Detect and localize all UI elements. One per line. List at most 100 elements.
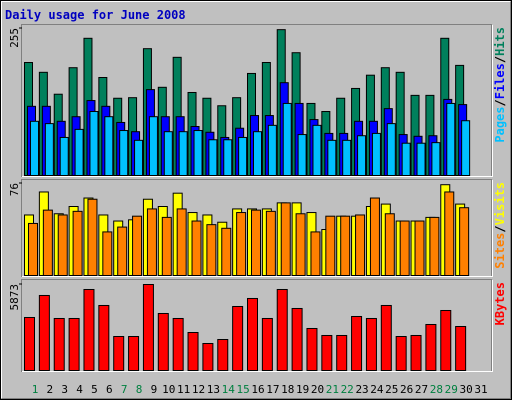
x-tick-label: 20 bbox=[311, 383, 324, 396]
bar bbox=[384, 213, 395, 276]
x-tick-label: 27 bbox=[415, 383, 428, 396]
bar bbox=[30, 120, 39, 177]
bar bbox=[57, 214, 68, 276]
bar bbox=[128, 335, 140, 371]
y-tick-label: 76 bbox=[8, 183, 21, 196]
bar bbox=[380, 304, 392, 371]
bar bbox=[87, 198, 98, 277]
legend: Sites/Visits bbox=[493, 182, 507, 269]
bar bbox=[202, 342, 214, 371]
legend-separator: / bbox=[493, 99, 507, 106]
x-tick-label: 28 bbox=[430, 383, 443, 396]
chart-title: Daily usage for June 2008 bbox=[5, 8, 186, 22]
bar bbox=[291, 307, 303, 371]
bar bbox=[265, 210, 276, 276]
bar bbox=[83, 288, 95, 371]
x-tick-label: 21 bbox=[326, 383, 339, 396]
bar bbox=[351, 315, 363, 372]
bar bbox=[206, 224, 217, 277]
bar bbox=[325, 215, 336, 276]
legend-entry: Visits bbox=[493, 182, 507, 225]
bar bbox=[89, 111, 99, 176]
bar bbox=[429, 216, 440, 276]
x-tick-label: 26 bbox=[400, 383, 413, 396]
bar bbox=[223, 139, 233, 176]
bar bbox=[431, 142, 441, 176]
bar bbox=[399, 220, 410, 277]
x-tick-label: 14 bbox=[222, 383, 236, 396]
bar bbox=[236, 212, 247, 276]
panel-bevel bbox=[22, 25, 493, 177]
bar bbox=[178, 131, 188, 176]
bar bbox=[310, 231, 321, 276]
x-tick-label: 19 bbox=[296, 383, 309, 396]
bar bbox=[187, 332, 199, 371]
bar bbox=[365, 317, 377, 371]
legend-entry: Hits bbox=[493, 27, 507, 56]
bar bbox=[414, 220, 425, 277]
bar bbox=[142, 284, 154, 371]
bar bbox=[410, 334, 422, 372]
x-tick-label: 2 bbox=[47, 383, 54, 396]
legend-entry: Files bbox=[493, 63, 507, 99]
bar bbox=[132, 215, 143, 276]
bar bbox=[72, 210, 83, 276]
bar bbox=[163, 131, 173, 176]
bar bbox=[24, 316, 35, 371]
x-tick-label: 9 bbox=[151, 383, 158, 396]
bar bbox=[247, 297, 258, 372]
bar bbox=[146, 208, 157, 276]
bar bbox=[369, 197, 380, 277]
x-tick-label: 13 bbox=[207, 383, 220, 396]
bar bbox=[148, 116, 158, 176]
x-tick-label: 4 bbox=[76, 383, 83, 396]
legend-entry: Pages bbox=[493, 107, 507, 143]
x-tick-label: 24 bbox=[370, 383, 384, 396]
bar bbox=[119, 130, 129, 176]
bar bbox=[68, 317, 80, 371]
x-tick-label: 15 bbox=[237, 383, 250, 396]
legend-entry: Sites bbox=[493, 233, 507, 269]
x-tick-label: 29 bbox=[445, 383, 458, 396]
x-tick-label: 25 bbox=[385, 383, 398, 396]
x-tick-label: 1 bbox=[32, 383, 39, 396]
x-tick-label: 17 bbox=[266, 383, 279, 396]
bar bbox=[134, 139, 144, 177]
x-tick-label: 7 bbox=[121, 383, 128, 396]
bar bbox=[357, 135, 367, 176]
x-tick-label: 31 bbox=[474, 383, 487, 396]
bar bbox=[355, 214, 366, 276]
bar bbox=[295, 213, 306, 276]
x-tick-label: 10 bbox=[162, 383, 175, 396]
bar bbox=[176, 208, 187, 276]
bar bbox=[327, 139, 337, 177]
x-tick-label: 12 bbox=[192, 383, 205, 396]
bar bbox=[238, 136, 248, 176]
x-tick-label: 22 bbox=[341, 383, 354, 396]
x-tick-label: 5 bbox=[91, 383, 98, 396]
bar bbox=[98, 304, 110, 371]
bar bbox=[42, 209, 53, 276]
x-tick-label: 16 bbox=[251, 383, 264, 396]
panel-bevel bbox=[22, 280, 493, 372]
bar bbox=[425, 323, 437, 372]
bar bbox=[172, 317, 184, 371]
bar bbox=[444, 191, 455, 276]
bar bbox=[217, 339, 229, 372]
bar bbox=[336, 334, 348, 372]
x-tick-label: 6 bbox=[106, 383, 113, 396]
bar bbox=[280, 202, 291, 276]
x-tick-label: 8 bbox=[136, 383, 143, 396]
bar bbox=[386, 123, 396, 176]
bar bbox=[395, 335, 407, 371]
bar bbox=[459, 207, 470, 276]
legend-separator: / bbox=[493, 56, 507, 63]
x-tick-label: 18 bbox=[281, 383, 294, 396]
bar bbox=[208, 139, 218, 176]
legend-separator: / bbox=[493, 225, 507, 232]
bar bbox=[117, 226, 128, 276]
bar bbox=[321, 334, 333, 372]
bar bbox=[401, 142, 411, 177]
bar bbox=[440, 309, 452, 371]
